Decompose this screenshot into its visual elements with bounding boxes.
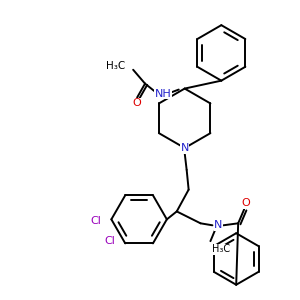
Text: H₃C: H₃C [106, 61, 125, 71]
Text: H₃C: H₃C [212, 244, 230, 254]
Text: Cl: Cl [91, 216, 101, 226]
Text: N: N [214, 220, 223, 230]
Text: N: N [181, 143, 189, 153]
Text: O: O [133, 98, 142, 108]
Text: O: O [242, 199, 250, 208]
Text: Cl: Cl [104, 236, 115, 246]
Text: NH: NH [154, 88, 171, 98]
